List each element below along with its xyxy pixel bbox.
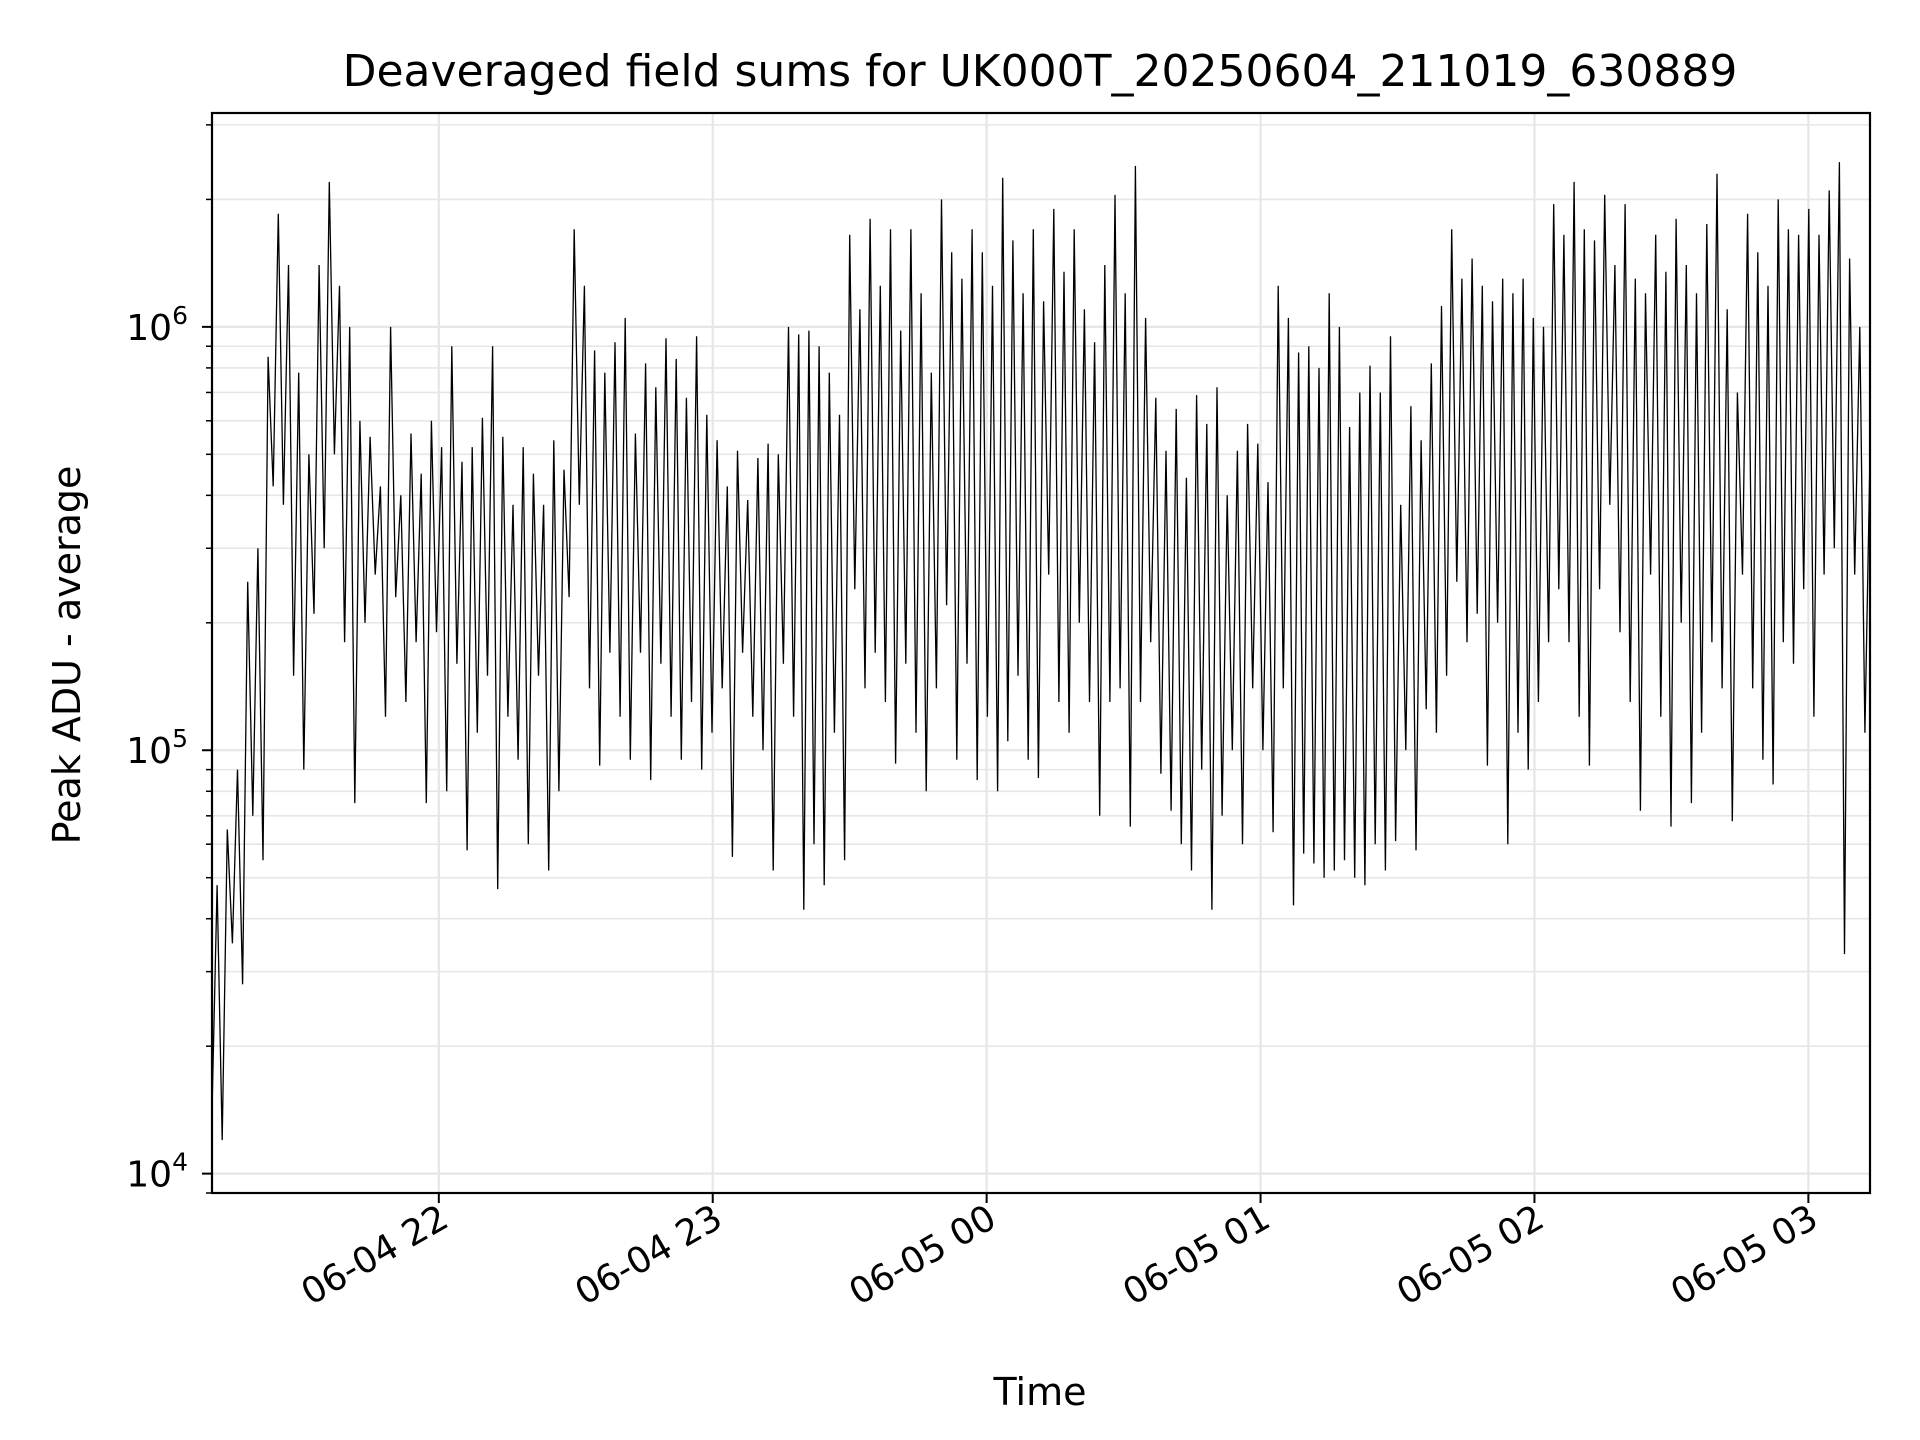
chart-title: Deaveraged field sums for UK000T_2025060…	[343, 46, 1738, 97]
y-axis-label: Peak ADU - average	[45, 466, 89, 845]
x-axis-label: Time	[993, 1370, 1087, 1414]
